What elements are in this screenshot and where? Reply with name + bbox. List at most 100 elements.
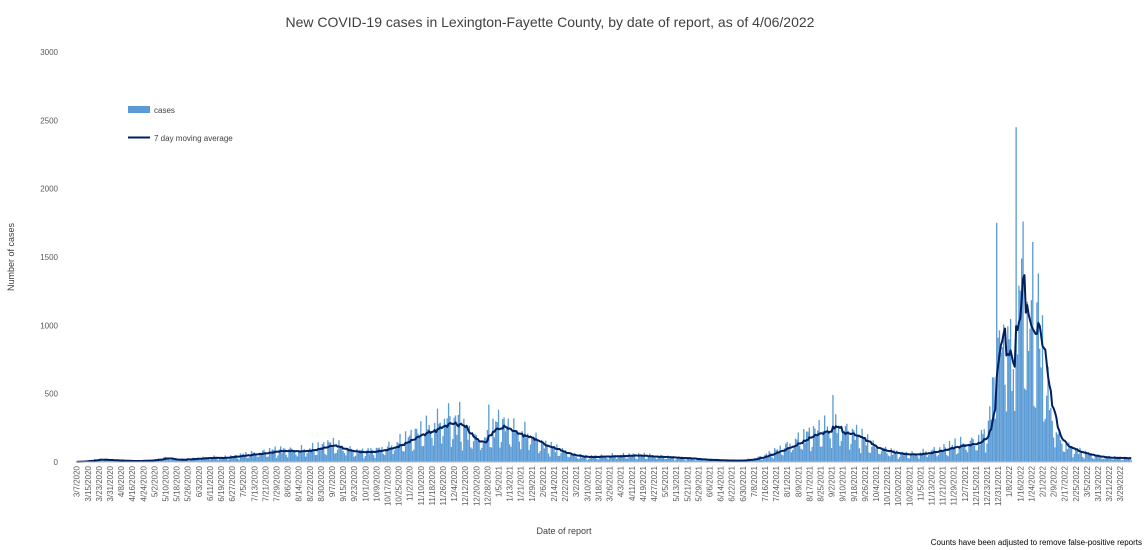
bar <box>882 447 884 462</box>
y-tick-label: 2000 <box>40 185 58 194</box>
bar <box>490 447 493 462</box>
x-tick-label: 7/21/2020 <box>261 465 270 501</box>
bar <box>998 330 1001 462</box>
bar <box>281 453 283 462</box>
x-tick-label: 3/23/2020 <box>95 465 104 501</box>
bar <box>869 452 872 462</box>
x-tick-label: 1/29/2021 <box>528 465 537 501</box>
bar <box>475 435 477 462</box>
bar <box>779 445 781 462</box>
bar <box>436 408 439 462</box>
bar <box>755 458 758 462</box>
x-tick-label: 12/15/2021 <box>972 465 981 506</box>
bar <box>762 458 765 462</box>
bar <box>285 454 287 462</box>
bar <box>1021 258 1023 462</box>
bar <box>696 458 698 462</box>
bar <box>929 453 931 462</box>
bar <box>932 449 934 462</box>
bar <box>484 437 486 462</box>
bar <box>189 460 192 462</box>
bar <box>435 429 437 462</box>
bar <box>996 222 998 462</box>
bar <box>975 450 977 462</box>
bar <box>1039 348 1041 462</box>
bar <box>502 419 504 462</box>
bar <box>570 454 572 462</box>
bar <box>166 457 168 462</box>
bar <box>946 454 948 462</box>
bar <box>242 453 244 462</box>
bar <box>291 448 293 462</box>
x-tick-label: 12/7/2021 <box>961 465 970 501</box>
bar <box>410 429 412 462</box>
bar <box>298 450 300 462</box>
bar <box>861 428 863 462</box>
bar <box>896 450 898 462</box>
x-tick-label: 6/22/2021 <box>728 465 737 501</box>
bar <box>799 445 801 462</box>
bar <box>320 447 322 462</box>
bar <box>300 445 303 462</box>
bar <box>676 457 679 462</box>
bar <box>305 456 307 462</box>
bar <box>417 433 419 462</box>
bar <box>295 454 297 462</box>
bar <box>404 431 407 462</box>
bar <box>414 428 416 462</box>
bar <box>973 445 976 462</box>
bar <box>787 447 790 462</box>
bar <box>976 450 978 462</box>
x-tick-label: 3/31/2020 <box>106 465 115 501</box>
bar <box>922 448 924 462</box>
bar <box>547 453 550 462</box>
bar <box>1007 326 1009 462</box>
bar <box>223 457 225 462</box>
bar <box>533 437 536 462</box>
bar <box>277 455 279 462</box>
bar <box>510 446 512 462</box>
legend-label-cases: cases <box>154 106 175 115</box>
bar <box>965 449 967 462</box>
bar <box>334 453 336 462</box>
bar <box>855 424 858 462</box>
bar <box>930 450 933 462</box>
x-tick-label: 5/18/2020 <box>173 465 182 501</box>
bar <box>257 456 260 462</box>
bar <box>489 447 491 462</box>
bar <box>979 444 981 462</box>
bar <box>528 450 530 462</box>
bar <box>350 448 353 462</box>
bar <box>552 447 554 462</box>
bar <box>603 456 605 462</box>
bar <box>1097 454 1099 462</box>
x-tick-label: 3/10/2021 <box>583 465 592 501</box>
bar <box>690 458 693 462</box>
bar <box>1130 460 1132 462</box>
bar <box>409 435 411 462</box>
bar <box>780 454 783 462</box>
bar <box>576 458 579 462</box>
bar <box>800 448 802 462</box>
bar <box>937 454 940 462</box>
bar <box>549 456 551 462</box>
bar <box>467 439 469 462</box>
bar <box>110 460 113 462</box>
bar <box>468 425 471 462</box>
bar <box>178 460 181 462</box>
bar <box>107 460 110 462</box>
bar <box>342 451 344 462</box>
bar <box>851 428 854 462</box>
y-axis-label: Number of cases <box>6 222 16 291</box>
bar <box>413 449 415 462</box>
x-tick-label: 10/9/2020 <box>372 465 381 501</box>
bar <box>626 458 629 462</box>
bar <box>1126 458 1128 462</box>
bar <box>403 451 405 462</box>
x-tick-label: 7/5/2020 <box>239 465 248 497</box>
x-tick-label: 8/9/2021 <box>794 465 803 497</box>
bar <box>918 458 920 462</box>
bar <box>406 443 408 462</box>
bar <box>113 460 115 462</box>
bar <box>317 442 319 462</box>
